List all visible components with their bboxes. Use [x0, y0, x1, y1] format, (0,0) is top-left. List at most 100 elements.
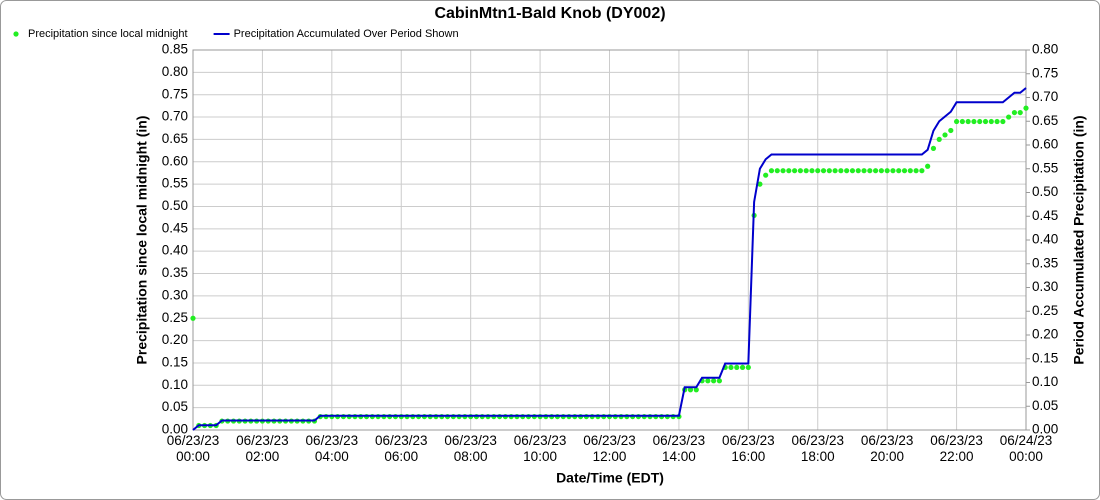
y-tick-label: 0.30 [162, 287, 188, 302]
y-tick-label: 0.00 [162, 422, 188, 437]
y-tick-label: 0.80 [162, 64, 188, 79]
y-tick-label: 0.85 [162, 42, 188, 57]
x-tick-label: 06/23/23 02:00 [236, 433, 289, 464]
data-point [982, 118, 989, 125]
data-point [716, 378, 723, 384]
legend-label: Precipitation Accumulated Over Period Sh… [234, 28, 459, 40]
y2-tick-label: 0.35 [1032, 255, 1058, 270]
data-point [734, 364, 740, 371]
data-point [780, 168, 786, 174]
x-tick-label: 06/23/23 14:00 [653, 433, 706, 464]
data-point [774, 168, 780, 174]
data-point [1011, 109, 1018, 116]
y2-tick-label: 0.15 [1032, 350, 1058, 365]
data-point [1023, 105, 1029, 111]
legend-item: Precipitation Accumulated Over Period Sh… [213, 28, 459, 40]
y2-tick-label: 0.80 [1032, 42, 1058, 57]
data-point [942, 132, 948, 138]
x-axis-title: Date/Time (EDT) [556, 470, 664, 486]
data-point [890, 168, 896, 174]
data-point [872, 168, 879, 174]
plot-border [192, 49, 1027, 431]
y2-tick-label: 0.10 [1032, 374, 1058, 389]
data-point [884, 168, 890, 174]
y-tick-label: 0.70 [162, 109, 188, 124]
data-point [693, 387, 699, 393]
y-tick-label: 0.40 [162, 243, 188, 258]
y-tick-label: 0.50 [162, 198, 188, 213]
data-point [907, 168, 913, 174]
data-point [705, 378, 711, 384]
data-point [763, 172, 769, 178]
x-tick-label: 06/23/23 22:00 [930, 433, 983, 464]
data-point [797, 168, 803, 174]
y2-tick-label: 0.30 [1032, 279, 1058, 294]
x-tick-label: 06/23/23 10:00 [514, 433, 567, 464]
data-point [1017, 109, 1023, 116]
data-point [896, 168, 902, 174]
y2-tick-label: 0.05 [1032, 398, 1058, 413]
x-tick-label: 06/23/23 20:00 [861, 433, 914, 464]
y-tick-label: 0.05 [162, 399, 188, 414]
data-point [844, 168, 850, 174]
data-point [953, 118, 960, 125]
y2-tick-label: 0.70 [1032, 89, 1058, 104]
data-point [745, 364, 751, 371]
data-point [930, 145, 937, 151]
data-point [786, 168, 792, 174]
y2-tick-label: 0.45 [1032, 208, 1058, 223]
y-tick-label: 0.45 [162, 220, 188, 235]
data-point [977, 118, 983, 125]
y-tick-label: 0.65 [162, 131, 188, 146]
y-tick-label: 0.20 [162, 332, 188, 347]
x-tick-label: 06/23/23 12:00 [583, 433, 636, 464]
y2-tick-label: 0.50 [1032, 184, 1058, 199]
data-point [687, 387, 694, 393]
y-tick-label: 0.60 [162, 153, 188, 168]
data-point [965, 118, 971, 125]
data-point [190, 315, 196, 321]
y-tick-label: 0.25 [162, 310, 188, 325]
data-point [959, 118, 965, 125]
data-line [192, 87, 1027, 431]
chart-title: CabinMtn1-Bald Knob (DY002) [434, 5, 665, 22]
x-tick-label: 06/23/23 08:00 [444, 433, 497, 464]
legend-marker [13, 31, 19, 37]
y2-tick-label: 0.40 [1032, 232, 1058, 247]
data-point [739, 364, 746, 371]
x-tick-label: 06/23/23 04:00 [306, 433, 359, 464]
y-tick-label: 0.10 [162, 377, 188, 392]
y-tick-label: 0.35 [162, 265, 188, 280]
data-point [792, 168, 798, 174]
data-point [925, 163, 931, 169]
y-tick-label: 0.75 [162, 86, 188, 101]
y-axis-title: Precipitation since local midnight (in) [134, 116, 150, 365]
data-point [919, 168, 925, 174]
x-tick-label: 06/24/23 00:00 [1000, 433, 1053, 464]
data-point [861, 168, 867, 174]
y2-tick-label: 0.00 [1032, 422, 1058, 437]
data-point [867, 168, 873, 174]
legend-label: Precipitation since local midnight [28, 28, 188, 40]
x-tick-label: 06/23/23 18:00 [791, 433, 844, 464]
y2-tick-label: 0.60 [1032, 137, 1058, 152]
x-tick-label: 06/23/23 00:00 [167, 433, 220, 464]
data-point [1000, 118, 1006, 125]
data-point [711, 378, 717, 384]
y-tick-label: 0.55 [162, 176, 188, 191]
y2-tick-label: 0.55 [1032, 160, 1058, 175]
data-point [832, 168, 838, 174]
x-tick-label: 06/23/23 06:00 [375, 433, 428, 464]
data-point [838, 168, 844, 174]
y2-tick-label: 0.25 [1032, 303, 1058, 318]
x-tick-label: 06/23/23 16:00 [722, 433, 775, 464]
data-point [948, 127, 954, 134]
data-point [809, 168, 815, 174]
data-point [803, 168, 809, 174]
y2-tick-label: 0.75 [1032, 65, 1058, 80]
data-point [1006, 114, 1012, 120]
data-point [728, 364, 734, 371]
y2-tick-label: 0.65 [1032, 113, 1058, 128]
